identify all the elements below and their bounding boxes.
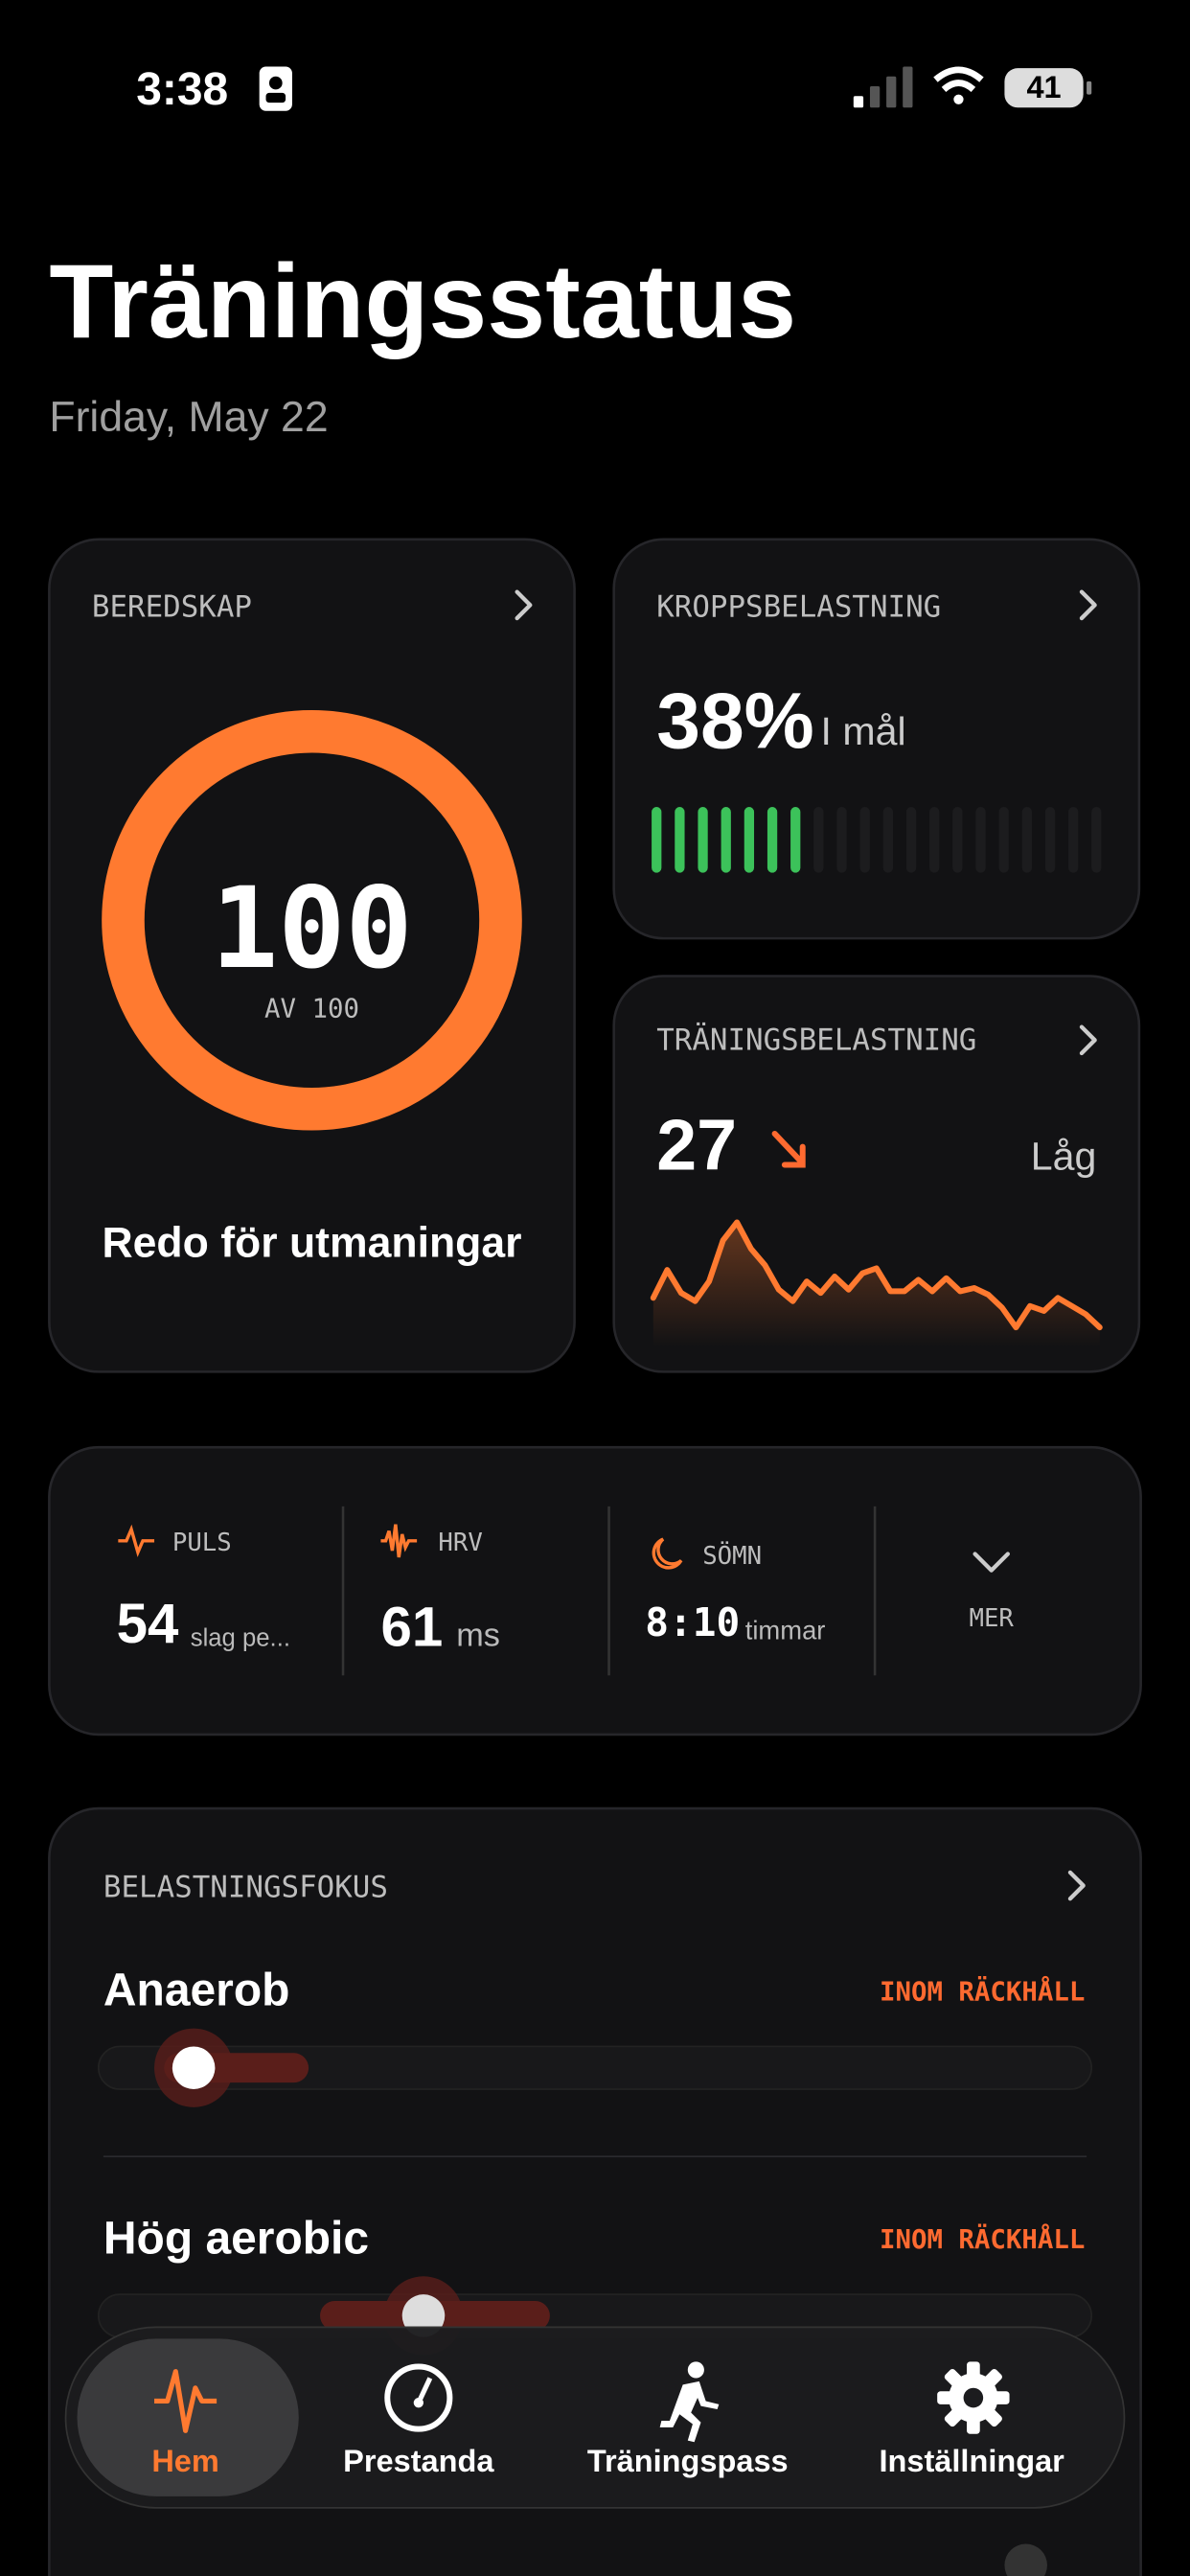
load-segment: [675, 807, 685, 873]
focus-status: INOM RÄCKHÅLL: [880, 2224, 1085, 2255]
title: Träningsstatus: [49, 243, 796, 360]
load-segment: [998, 807, 1009, 873]
load-segment: [1068, 807, 1079, 873]
tab-bar: [64, 2326, 1126, 2509]
tab-label[interactable]: Prestanda: [343, 2444, 494, 2478]
load-segment: [882, 807, 894, 873]
load-segment: [813, 807, 824, 873]
card-label: TRÄNINGSBELASTNING: [656, 1024, 976, 1058]
card-label: BEREDSKAP: [92, 589, 252, 624]
load-segment: [721, 807, 731, 873]
metric-label: HRV: [438, 1529, 482, 1557]
body-load-status: I mål: [821, 709, 906, 753]
tab-label[interactable]: Inställningar: [879, 2444, 1064, 2478]
readiness-max: AV 100: [264, 994, 359, 1024]
metric-unit: ms: [456, 1617, 500, 1653]
load-segment: [767, 807, 778, 873]
training-load-value: 27: [656, 1105, 737, 1185]
load-segment: [859, 807, 870, 873]
load-segment: [836, 807, 847, 873]
load-segment: [790, 807, 801, 873]
load-segment: [929, 807, 940, 873]
card-label: BELASTNINGSFOKUS: [103, 1871, 388, 1905]
focus-status: INOM RÄCKHÅLL: [880, 1976, 1085, 2007]
load-segment: [744, 807, 755, 873]
metric-label: SÖMN: [702, 1540, 762, 1571]
battery: 41: [1026, 70, 1061, 104]
metric-label: PULS: [172, 1529, 232, 1557]
load-segment: [1021, 807, 1033, 873]
readiness-score: 100: [211, 864, 412, 994]
training-load-status: Låg: [1031, 1135, 1097, 1179]
metric-unit: slag pe...: [191, 1624, 290, 1651]
load-segment: [698, 807, 708, 873]
metric-value: 61: [380, 1596, 443, 1658]
time: 3:38: [136, 64, 228, 115]
trend-area: [652, 1222, 1100, 1347]
status-wrap: Redo för utmaningar: [102, 1217, 522, 1267]
tab-label[interactable]: Träningspass: [587, 2444, 789, 2478]
more-button[interactable]: MER: [970, 1604, 1015, 1633]
date: Friday, May 22: [49, 394, 328, 441]
metrics-card: [48, 1445, 1142, 1736]
focus-name: Hög aerobic: [103, 2213, 369, 2264]
focus-name: Anaerob: [103, 1966, 290, 2016]
tab-label[interactable]: Hem: [151, 2444, 219, 2478]
load-segment: [952, 807, 963, 873]
readiness-card[interactable]: [48, 538, 576, 1373]
body-load-value: 38%: [656, 678, 814, 765]
metric-value: 54: [117, 1593, 179, 1655]
card-label: KROPPSBELASTNING: [656, 589, 941, 624]
load-segment: [1091, 807, 1102, 873]
load-segment: [1044, 807, 1056, 873]
readiness-status: Redo för utmaningar: [102, 1217, 522, 1267]
metric-value: 8:10: [645, 1599, 740, 1645]
trend-line: [650, 1219, 1103, 1331]
load-segment: [905, 807, 917, 873]
metric-unit: timmar: [745, 1616, 826, 1645]
load-segment: [975, 807, 986, 873]
load-segment: [652, 807, 662, 873]
readiness-ring: [102, 709, 522, 1131]
